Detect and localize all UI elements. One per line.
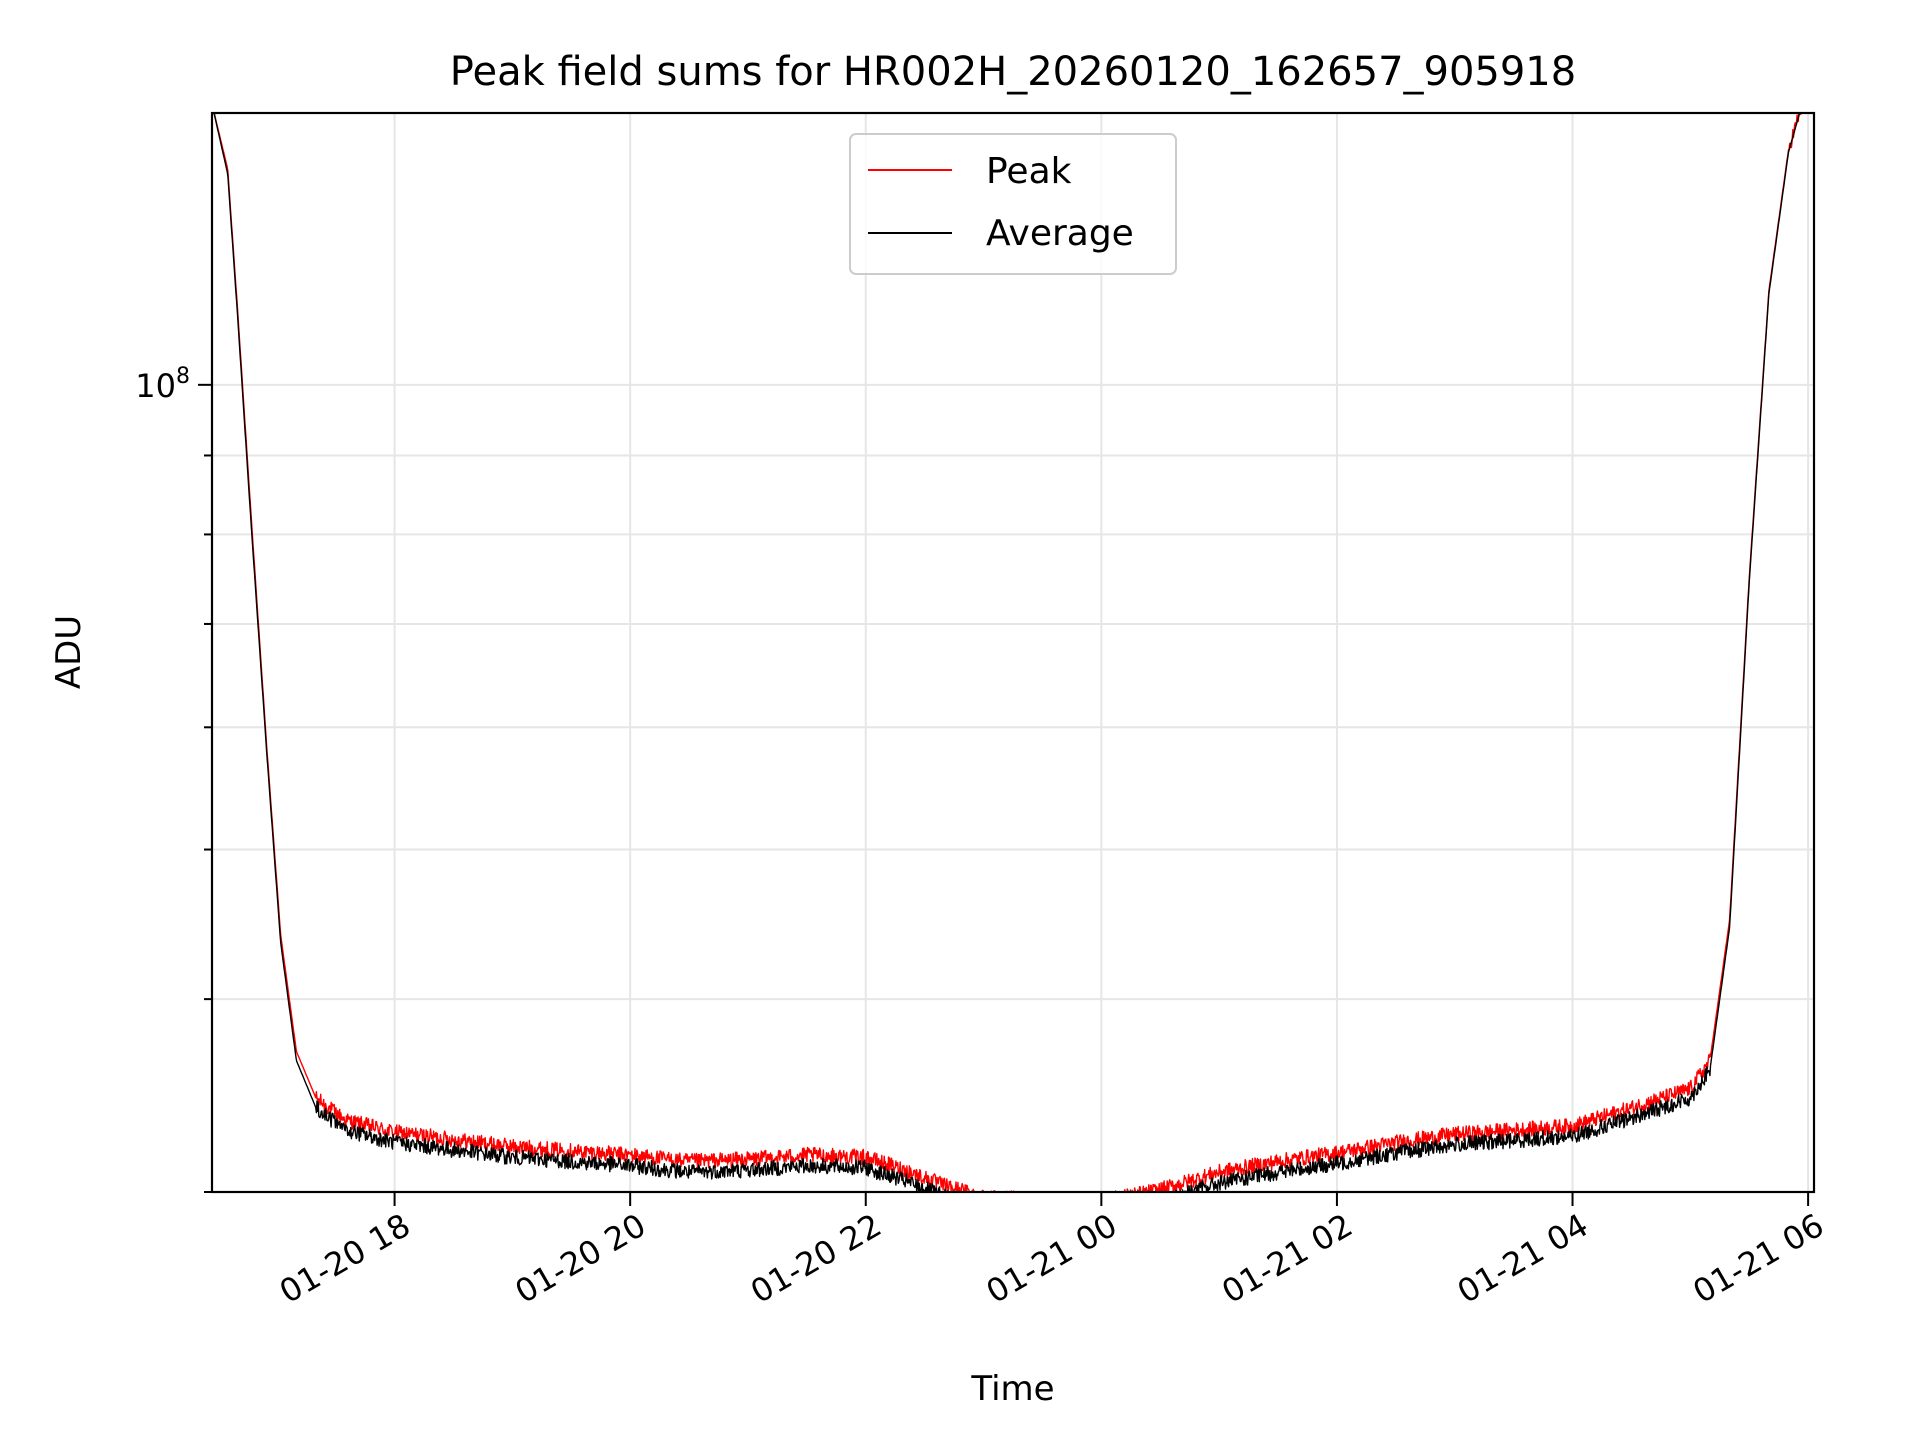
x-tick-label: 01-21 02 bbox=[1215, 1206, 1359, 1311]
chart-title: Peak field sums for HR002H_20260120_1626… bbox=[450, 49, 1576, 95]
grid bbox=[212, 113, 1814, 1193]
y-axis-label: ADU bbox=[49, 615, 89, 689]
x-axis: 01-20 18 01-20 20 01-20 22 01-21 00 01-21 02… bbox=[273, 1192, 1830, 1311]
y-tick-label: 108 bbox=[135, 364, 190, 405]
x-tick-label: 01-20 22 bbox=[744, 1206, 888, 1311]
x-tick-label: 01-21 04 bbox=[1451, 1206, 1595, 1311]
x-tick-label: 01-21 06 bbox=[1687, 1206, 1831, 1311]
x-tick-label: 01-20 18 bbox=[273, 1206, 417, 1311]
y-axis: 108 bbox=[135, 364, 212, 1193]
x-tick-label: 01-20 20 bbox=[509, 1206, 653, 1311]
series-line-average bbox=[213, 113, 1801, 1192]
legend-label-peak: Peak bbox=[986, 151, 1072, 192]
legend: Peak Average bbox=[849, 133, 1177, 275]
plot-frame bbox=[210, 111, 1816, 1194]
x-axis-label: Time bbox=[970, 1369, 1054, 1409]
legend-label-average: Average bbox=[986, 213, 1134, 254]
x-tick-label: 01-21 00 bbox=[980, 1206, 1124, 1311]
